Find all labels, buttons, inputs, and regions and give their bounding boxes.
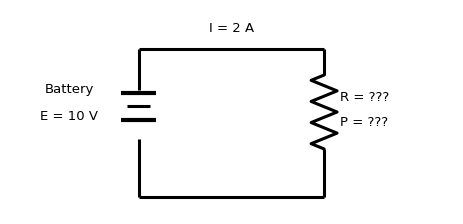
Text: I = 2 A: I = 2 A <box>209 22 254 34</box>
Text: Battery: Battery <box>45 83 94 96</box>
Text: E = 10 V: E = 10 V <box>40 110 99 123</box>
Text: P = ???: P = ??? <box>340 116 388 129</box>
Text: R = ???: R = ??? <box>340 91 389 104</box>
